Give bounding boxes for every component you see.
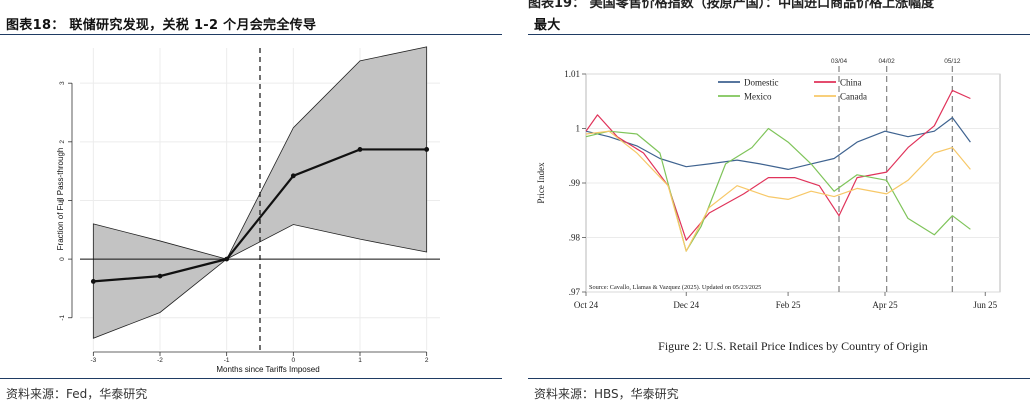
left-footer-rule [0, 378, 502, 379]
figure-caption: Figure 2: U.S. Retail Price Indices by C… [658, 339, 928, 353]
event-line-label: 03/04 [831, 58, 848, 65]
right-source-note: 资料来源：HBS，华泰研究 [534, 387, 679, 401]
left-header-rule [0, 34, 502, 35]
series-line-mexico [585, 127, 971, 252]
x-tick-label: -3 [90, 357, 96, 364]
x-tick-label: Oct 24 [574, 300, 599, 310]
series-line-canada [585, 130, 971, 252]
y-tick-label: .99 [569, 178, 581, 188]
x-tick-label: 1 [358, 357, 362, 364]
y-tick-label: 1 [576, 124, 581, 134]
y-axis-title: Price Index [536, 162, 546, 204]
legend-label: Mexico [744, 92, 772, 102]
pass-through-line [93, 148, 427, 283]
x-tick-label: -2 [157, 357, 163, 364]
y-tick-label: 3 [59, 81, 66, 85]
pass-through-point [290, 173, 296, 179]
pass-through-chart: -1 0 1 2 3 -3 -2 -1 0 1 2 Months since Tariffs Impo… [56, 46, 440, 374]
pass-through-point [224, 256, 230, 262]
x-tick-label: Feb 25 [776, 300, 801, 310]
y-axis-title: Fraction of Full Pass-through [56, 148, 65, 251]
y-tick-label: .97 [569, 287, 581, 297]
series-line-china [585, 89, 971, 241]
pass-through-point [157, 273, 163, 279]
legend-label: China [840, 78, 862, 88]
y-tick-label: -1 [59, 314, 66, 320]
x-tick-label: Jun 25 [973, 300, 997, 310]
right-chart-header-cut: 图表19： 美国零售价格指数（按原产国）：中国进口商品价格上涨幅度 [528, 0, 935, 11]
pass-through-point [90, 278, 96, 284]
pass-through-point [424, 147, 430, 152]
y-tick-label: .98 [569, 233, 581, 243]
left-source-note: 资料来源：Fed，华泰研究 [6, 387, 148, 401]
x-tick-label: -1 [224, 357, 230, 364]
y-tick-label: 0 [59, 257, 66, 261]
pass-through-point [357, 147, 363, 152]
right-footer-rule [528, 378, 1030, 379]
x-tick-label: Apr 25 [872, 300, 898, 310]
x-tick-label: 0 [292, 357, 296, 364]
y-tick-label: 2 [59, 140, 66, 144]
left-chart-panel: 图表18： 联储研究发现，关税 1-2 个月会完全传导 -1 0 1 2 3 -3 -2 -1… [0, 0, 502, 403]
x-tick-label: 2 [425, 357, 429, 364]
legend-label: Domestic [744, 78, 779, 88]
plot-source-note: Source: Cavallo, Llamas & Vazquez (2025)… [589, 284, 761, 291]
y-tick-label: 1 [59, 198, 66, 202]
series-line-domestic [585, 117, 971, 170]
event-line-label: 04/02 [879, 58, 896, 65]
right-chart-header: 最大 [534, 18, 561, 33]
right-chart-panel: 图表19： 美国零售价格指数（按原产国）：中国进口商品价格上涨幅度 最大 03/… [528, 0, 1030, 403]
event-line-label: 05/12 [944, 58, 961, 65]
x-axis-title: Months since Tariffs Imposed [216, 365, 319, 374]
x-tick-label: Dec 24 [673, 300, 699, 310]
left-chart-header: 图表18： 联储研究发现，关税 1-2 个月会完全传导 [6, 18, 317, 33]
legend-label: Canada [840, 92, 867, 102]
y-tick-label: 1.01 [564, 69, 580, 79]
retail-price-index-chart: 03/04 04/02 05/12 Domestic China Mexico Canada… [536, 58, 1001, 353]
right-header-rule [528, 34, 1030, 35]
